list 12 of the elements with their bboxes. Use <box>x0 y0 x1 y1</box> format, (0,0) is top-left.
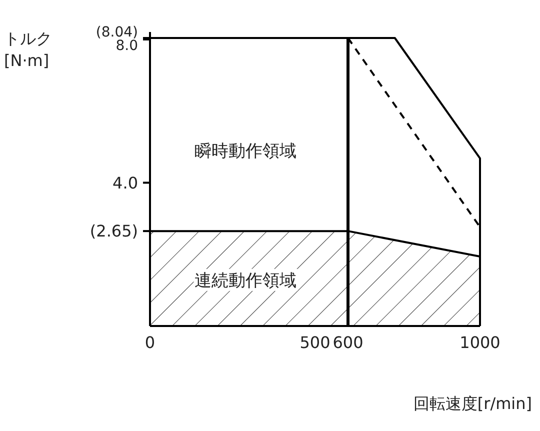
y-tick-label: 8.0 <box>116 38 138 54</box>
y-tick-label: (8.04) <box>96 24 138 40</box>
annotation: 連続動作領域 <box>194 270 297 291</box>
x-tick-label: 0 <box>144 333 156 352</box>
y-tick-label: (2.65) <box>90 222 138 241</box>
x-tick-label: 500 <box>300 333 330 352</box>
annotation: 瞬時動作領域 <box>194 141 297 162</box>
y-tick-label: 4.0 <box>112 173 138 192</box>
x-axis-title: 回転速度[r/min] <box>413 394 532 413</box>
x-tick-label: 1000 <box>460 333 500 352</box>
y-axis-title: トルク [N·m] <box>4 29 52 70</box>
x-tick-label: 600 <box>332 333 364 352</box>
